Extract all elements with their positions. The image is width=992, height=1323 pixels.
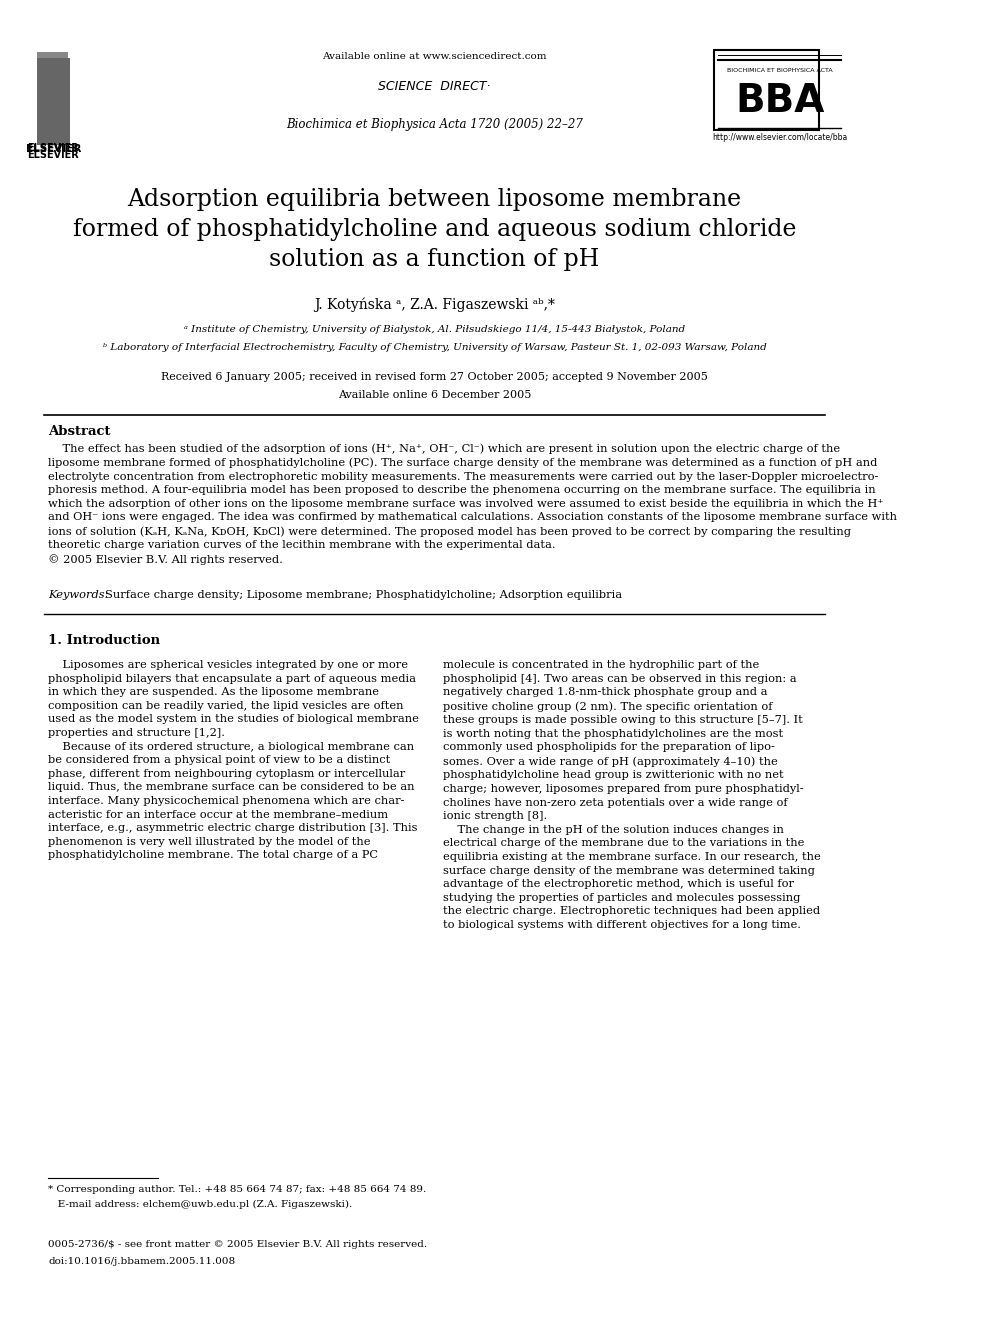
- Text: ᵇ Laboratory of Interfacial Electrochemistry, Faculty of Chemistry, University o: ᵇ Laboratory of Interfacial Electrochemi…: [103, 343, 767, 352]
- Text: BBA: BBA: [735, 82, 824, 120]
- FancyBboxPatch shape: [37, 52, 68, 130]
- Text: BIOCHIMICA ET BIOPHYSICA ACTA: BIOCHIMICA ET BIOPHYSICA ACTA: [727, 67, 832, 73]
- FancyBboxPatch shape: [37, 58, 70, 146]
- Text: SCIENCE  DIRECT·: SCIENCE DIRECT·: [378, 79, 491, 93]
- Text: 1. Introduction: 1. Introduction: [49, 634, 161, 647]
- FancyBboxPatch shape: [714, 50, 819, 130]
- Text: ELSEVIER: ELSEVIER: [26, 144, 81, 153]
- Text: Available online at www.sciencedirect.com: Available online at www.sciencedirect.co…: [322, 52, 547, 61]
- Text: Liposomes are spherical vesicles integrated by one or more
phospholipid bilayers: Liposomes are spherical vesicles integra…: [49, 660, 419, 860]
- Text: doi:10.1016/j.bbamem.2005.11.008: doi:10.1016/j.bbamem.2005.11.008: [49, 1257, 235, 1266]
- Text: Adsorption equilibria between liposome membrane
formed of phosphatidylcholine an: Adsorption equilibria between liposome m…: [72, 188, 797, 271]
- Text: Biochimica et Biophysica Acta 1720 (2005) 22–27: Biochimica et Biophysica Acta 1720 (2005…: [286, 118, 583, 131]
- Text: E-mail address: elchem@uwb.edu.pl (Z.A. Figaszewski).: E-mail address: elchem@uwb.edu.pl (Z.A. …: [49, 1200, 352, 1209]
- Text: Surface charge density; Liposome membrane; Phosphatidylcholine; Adsorption equil: Surface charge density; Liposome membran…: [105, 590, 622, 601]
- Text: The effect has been studied of the adsorption of ions (H⁺, Na⁺, OH⁻, Cl⁻) which : The effect has been studied of the adsor…: [49, 443, 897, 565]
- Text: ᵃ Institute of Chemistry, University of Białystok, Al. Piłsudskiego 11/4, 15-443: ᵃ Institute of Chemistry, University of …: [185, 325, 685, 333]
- Text: Abstract: Abstract: [49, 425, 111, 438]
- Text: Keywords:: Keywords:: [49, 590, 112, 601]
- Text: Received 6 January 2005; received in revised form 27 October 2005; accepted 9 No: Received 6 January 2005; received in rev…: [161, 372, 708, 382]
- Text: molecule is concentrated in the hydrophilic part of the
phospholipid [4]. Two ar: molecule is concentrated in the hydrophi…: [443, 660, 821, 930]
- Text: http://www.elsevier.com/locate/bba: http://www.elsevier.com/locate/bba: [712, 134, 847, 142]
- Text: J. Kotyńska ᵃ, Z.A. Figaszewski ᵃᵇ,*: J. Kotyńska ᵃ, Z.A. Figaszewski ᵃᵇ,*: [314, 298, 556, 312]
- Text: ELSEVIER: ELSEVIER: [28, 149, 79, 160]
- Text: Available online 6 December 2005: Available online 6 December 2005: [338, 390, 532, 400]
- Text: * Corresponding author. Tel.: +48 85 664 74 87; fax: +48 85 664 74 89.: * Corresponding author. Tel.: +48 85 664…: [49, 1185, 427, 1193]
- Text: ELSEVIER: ELSEVIER: [27, 143, 78, 153]
- Text: 0005-2736/$ - see front matter © 2005 Elsevier B.V. All rights reserved.: 0005-2736/$ - see front matter © 2005 El…: [49, 1240, 428, 1249]
